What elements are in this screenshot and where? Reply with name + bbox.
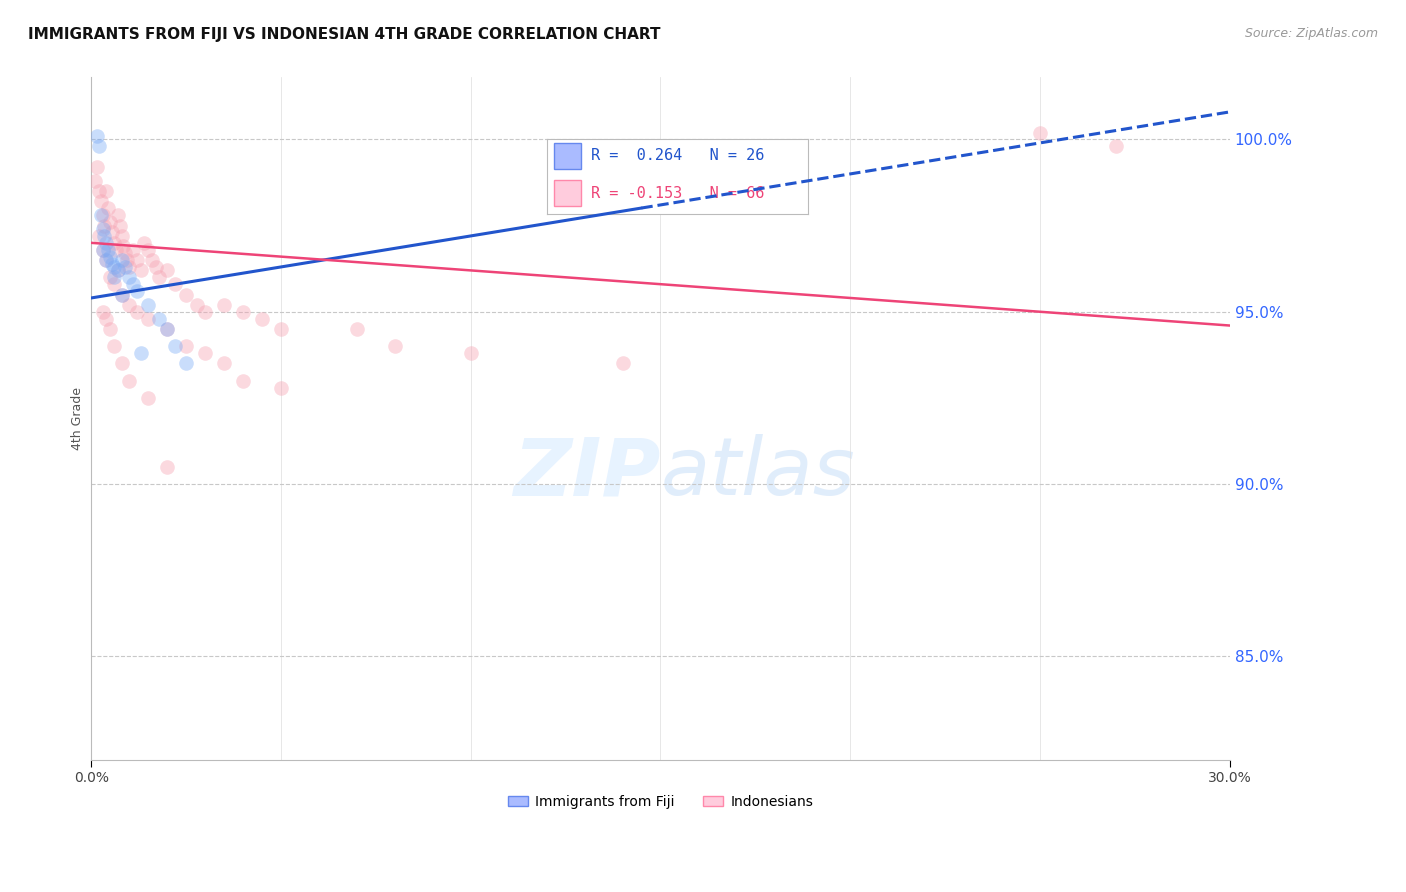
Point: [86, 160, 108, 174]
Point: [118, 374, 141, 388]
Point: [96, 311, 118, 326]
Point: [107, 263, 129, 277]
Point: [103, 339, 125, 353]
Point: [232, 304, 254, 318]
Point: [87, 229, 110, 244]
Legend: Immigrants from Fiji, Indonesians: Immigrants from Fiji, Indonesians: [502, 789, 818, 814]
Point: [98, 322, 121, 336]
Point: [108, 219, 131, 233]
Point: [87, 139, 110, 153]
Point: [129, 346, 152, 360]
Point: [129, 263, 152, 277]
Point: [90, 194, 112, 209]
Point: [90, 208, 112, 222]
Point: [212, 298, 235, 312]
Point: [148, 311, 170, 326]
Point: [97, 243, 120, 257]
Point: [107, 263, 129, 277]
Point: [107, 208, 129, 222]
Point: [156, 322, 179, 336]
Point: [174, 287, 197, 301]
Point: [250, 311, 273, 326]
Point: [101, 256, 124, 270]
Point: [122, 243, 145, 257]
Point: [194, 304, 217, 318]
Point: [156, 263, 179, 277]
Point: [232, 374, 254, 388]
Point: [136, 298, 159, 312]
Point: [134, 235, 156, 250]
Text: atlas: atlas: [661, 434, 855, 512]
Point: [174, 339, 197, 353]
Point: [87, 184, 110, 198]
Point: [110, 356, 132, 370]
Point: [156, 322, 179, 336]
Point: [110, 287, 132, 301]
Point: [110, 287, 132, 301]
Text: IMMIGRANTS FROM FIJI VS INDONESIAN 4TH GRADE CORRELATION CHART: IMMIGRANTS FROM FIJI VS INDONESIAN 4TH G…: [28, 27, 661, 42]
Point: [212, 356, 235, 370]
Point: [84, 174, 107, 188]
Point: [270, 322, 292, 336]
Point: [91, 304, 114, 318]
Point: [122, 277, 145, 292]
Point: [110, 253, 132, 268]
Point: [136, 243, 159, 257]
Point: [110, 229, 132, 244]
Point: [612, 356, 634, 370]
Point: [118, 260, 141, 274]
Point: [91, 243, 114, 257]
Point: [91, 243, 114, 257]
Point: [93, 229, 115, 244]
Point: [118, 298, 141, 312]
Point: [163, 277, 186, 292]
Point: [136, 391, 159, 405]
Point: [103, 235, 125, 250]
Point: [98, 250, 121, 264]
Point: [145, 260, 167, 274]
Point: [114, 246, 136, 260]
Point: [86, 128, 108, 143]
Point: [104, 243, 127, 257]
Y-axis label: 4th Grade: 4th Grade: [72, 387, 84, 450]
Point: [148, 270, 170, 285]
Point: [101, 226, 124, 240]
Point: [96, 253, 118, 268]
Point: [1105, 139, 1128, 153]
Point: [384, 339, 406, 353]
Point: [98, 270, 121, 285]
Text: Source: ZipAtlas.com: Source: ZipAtlas.com: [1244, 27, 1378, 40]
Point: [96, 253, 118, 268]
Point: [112, 239, 135, 253]
Point: [174, 356, 197, 370]
Point: [156, 459, 179, 474]
Point: [91, 208, 114, 222]
Point: [103, 270, 125, 285]
Point: [1029, 126, 1052, 140]
Point: [270, 380, 292, 394]
Point: [141, 253, 163, 268]
Point: [96, 184, 118, 198]
Point: [125, 253, 148, 268]
Text: ZIP: ZIP: [513, 434, 661, 512]
Point: [136, 311, 159, 326]
Point: [194, 346, 217, 360]
Point: [97, 202, 120, 216]
Point: [91, 222, 114, 236]
Point: [125, 304, 148, 318]
Point: [163, 339, 186, 353]
Point: [93, 219, 115, 233]
Point: [346, 322, 368, 336]
Point: [98, 215, 121, 229]
Point: [115, 253, 138, 268]
Point: [103, 277, 125, 292]
Point: [460, 346, 482, 360]
Point: [96, 235, 118, 250]
Point: [114, 260, 136, 274]
Point: [103, 260, 125, 274]
Point: [125, 284, 148, 298]
Point: [186, 298, 208, 312]
Point: [118, 270, 141, 285]
